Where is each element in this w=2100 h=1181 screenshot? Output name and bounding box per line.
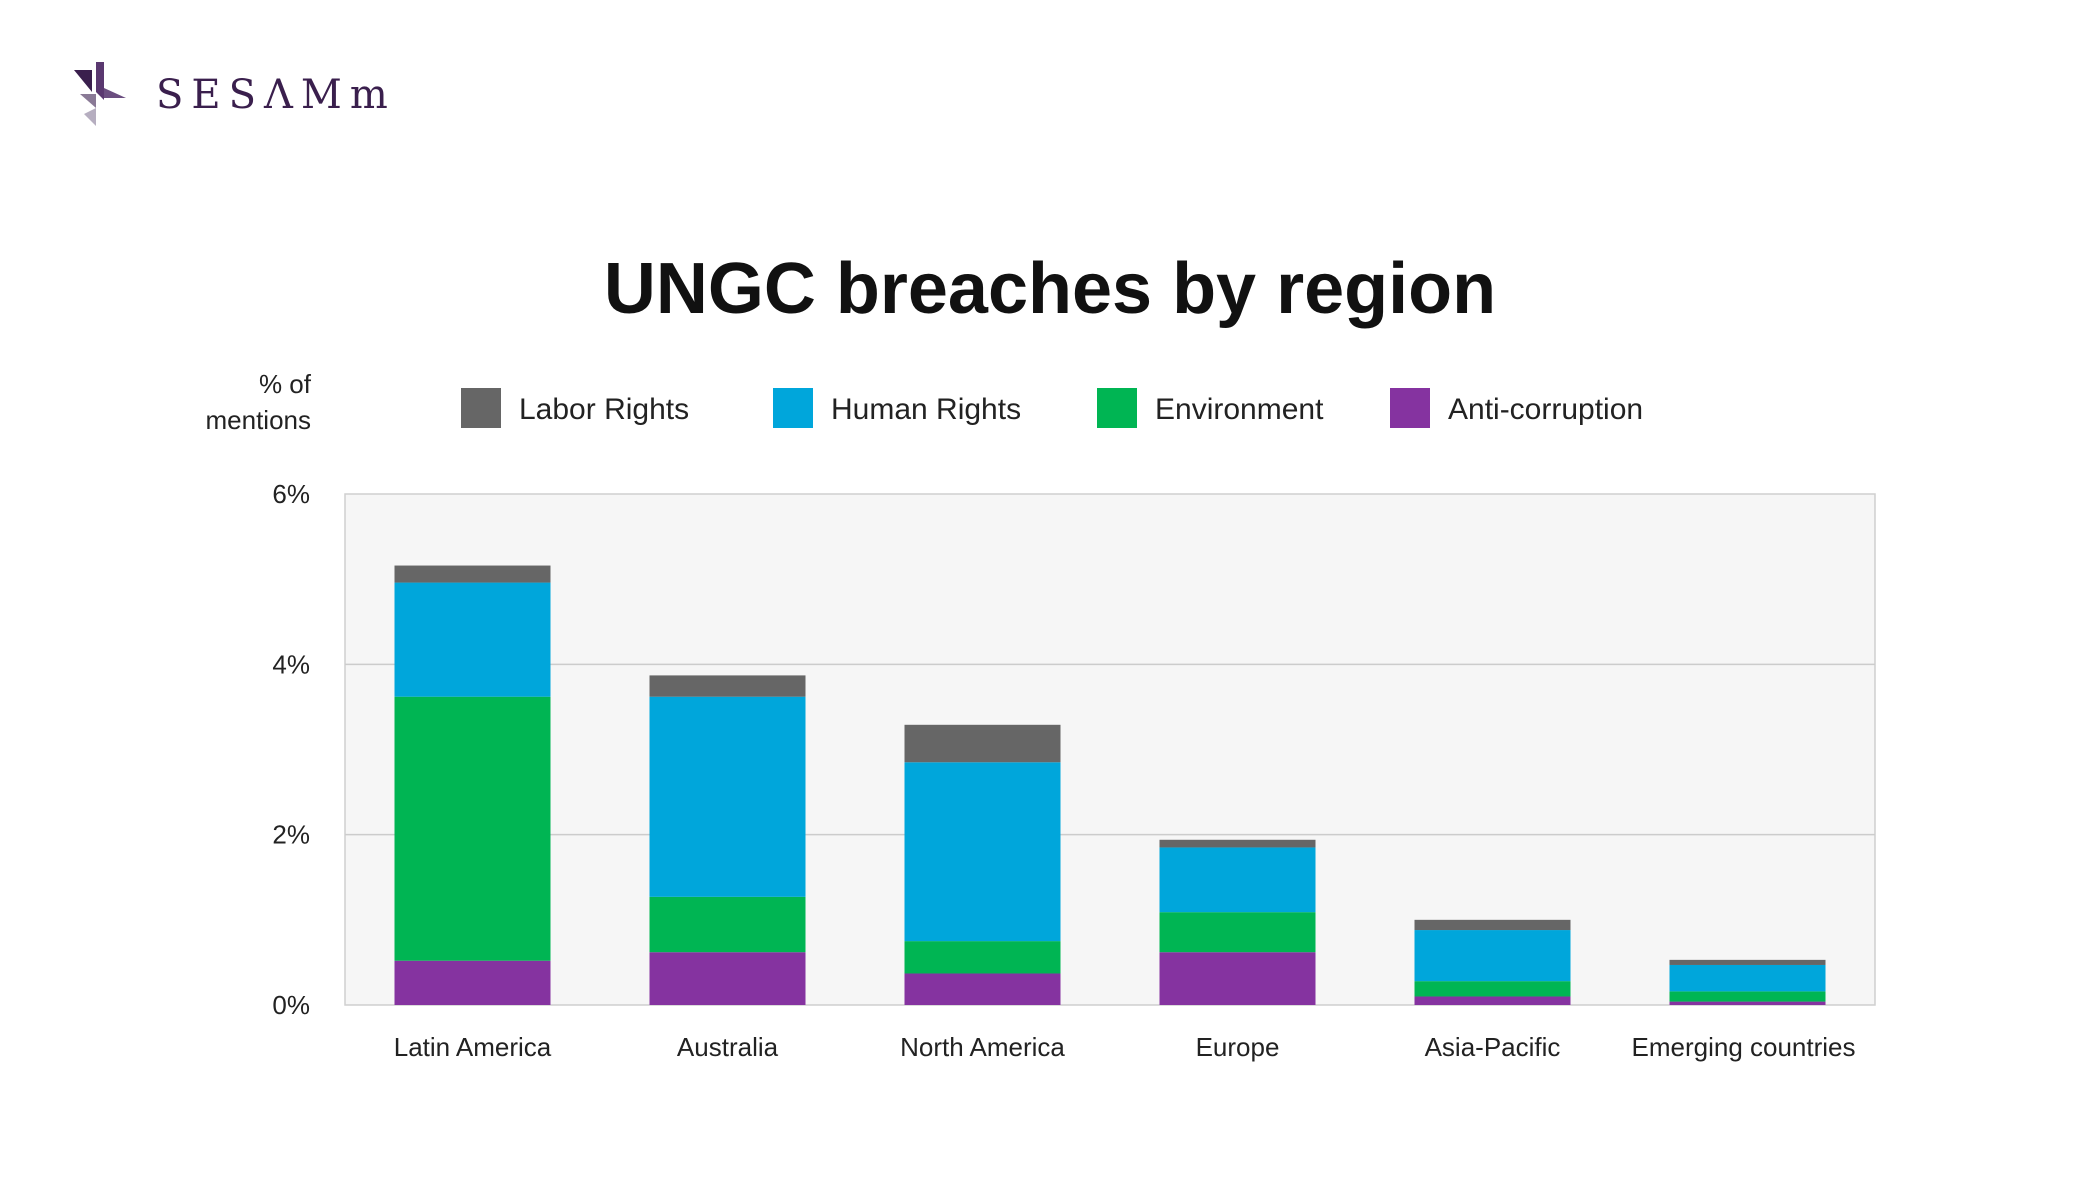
x-tick-label: Europe [1196, 1032, 1280, 1062]
bar-segment-labor-rights [394, 565, 551, 583]
y-axis-title: mentions [206, 405, 312, 435]
bar-segment-environment [904, 941, 1061, 974]
bar-segment-human-rights [649, 696, 806, 897]
legend-label: Labor Rights [519, 393, 689, 426]
bar-segment-anti-corruption [904, 973, 1061, 1005]
x-tick-label: Emerging countries [1632, 1032, 1856, 1062]
plot-area [344, 493, 1876, 1006]
brand-logo: SESΛMm [74, 60, 396, 130]
bar-segment-environment [1669, 991, 1826, 1002]
legend-swatch [461, 388, 501, 428]
bar-segment-labor-rights [1414, 919, 1571, 931]
y-tick-label: 0% [272, 990, 310, 1020]
brand-mark-icon [74, 62, 126, 126]
y-tick-label: 2% [272, 820, 310, 850]
bar-segment-anti-corruption [1669, 1001, 1826, 1005]
bar-segment-environment [1414, 981, 1571, 997]
bar-segment-human-rights [1159, 847, 1316, 913]
legend-label: Environment [1155, 393, 1324, 426]
bar-segment-anti-corruption [1159, 952, 1316, 1005]
legend-swatch [1390, 388, 1430, 428]
bar-segment-human-rights [394, 582, 551, 697]
bar-segment-human-rights [1669, 964, 1826, 992]
legend-swatch [1097, 388, 1137, 428]
chart-title: UNGC breaches by region [603, 249, 1497, 329]
bar-segment-environment [1159, 912, 1316, 953]
bar-segment-labor-rights [904, 724, 1061, 763]
bar-segment-human-rights [904, 762, 1061, 942]
legend-swatch [773, 388, 813, 428]
bar-segment-environment [649, 896, 806, 953]
brand-name: SESΛMm [156, 72, 396, 118]
x-tick-label: Australia [677, 1032, 779, 1062]
bar-segment-human-rights [1414, 930, 1571, 982]
legend-label: Human Rights [831, 393, 1021, 426]
bar-segment-anti-corruption [649, 952, 806, 1005]
x-tick-label: Asia-Pacific [1425, 1032, 1561, 1062]
legend-label: Anti-corruption [1448, 393, 1643, 426]
y-tick-label: 6% [272, 479, 310, 509]
x-tick-label: North America [900, 1032, 1065, 1062]
y-tick-label: 4% [272, 649, 310, 679]
y-axis-title: % of [259, 369, 312, 399]
bar-segment-labor-rights [1669, 959, 1826, 965]
bar-segment-anti-corruption [394, 960, 551, 1005]
bar-segment-anti-corruption [1414, 996, 1571, 1005]
bar-segment-environment [394, 696, 551, 961]
x-tick-label: Latin America [394, 1032, 552, 1062]
bar-segment-labor-rights [1159, 839, 1316, 848]
bar-segment-labor-rights [649, 675, 806, 697]
